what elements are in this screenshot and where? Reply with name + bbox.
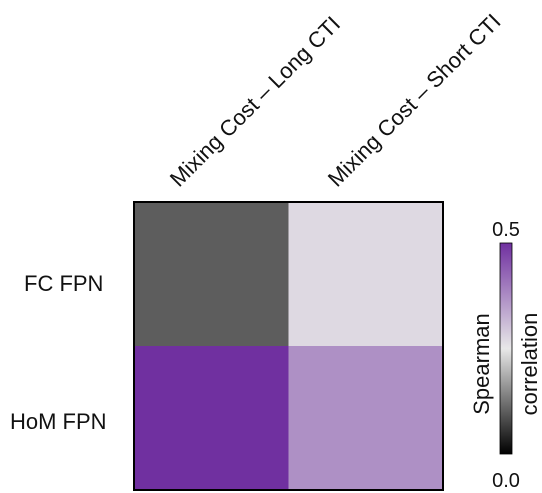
row-label-fc-fpn: FC FPN	[24, 271, 103, 296]
column-label-long-cti: Mixing Cost – Long CTI	[165, 11, 345, 191]
colorbar	[499, 242, 513, 455]
colorbar-max-label: 0.5	[492, 219, 520, 241]
heatmap-cell-r0-c1	[288, 202, 443, 346]
heatmap-cell-r0-c0	[134, 202, 289, 346]
colorbar-title-line1: Spearman	[469, 313, 494, 415]
colorbar-title-line2: correlation	[517, 313, 542, 416]
heatmap-cells	[134, 202, 443, 490]
heatmap-cell-r1-c1	[288, 346, 443, 490]
heatmap-cell-r1-c0	[134, 346, 289, 490]
row-label-hom-fpn: HoM FPN	[10, 409, 107, 434]
column-label-short-cti: Mixing Cost – Short CTI	[323, 9, 506, 192]
colorbar-min-label: 0.0	[492, 470, 520, 492]
heatmap-frame	[133, 201, 444, 491]
